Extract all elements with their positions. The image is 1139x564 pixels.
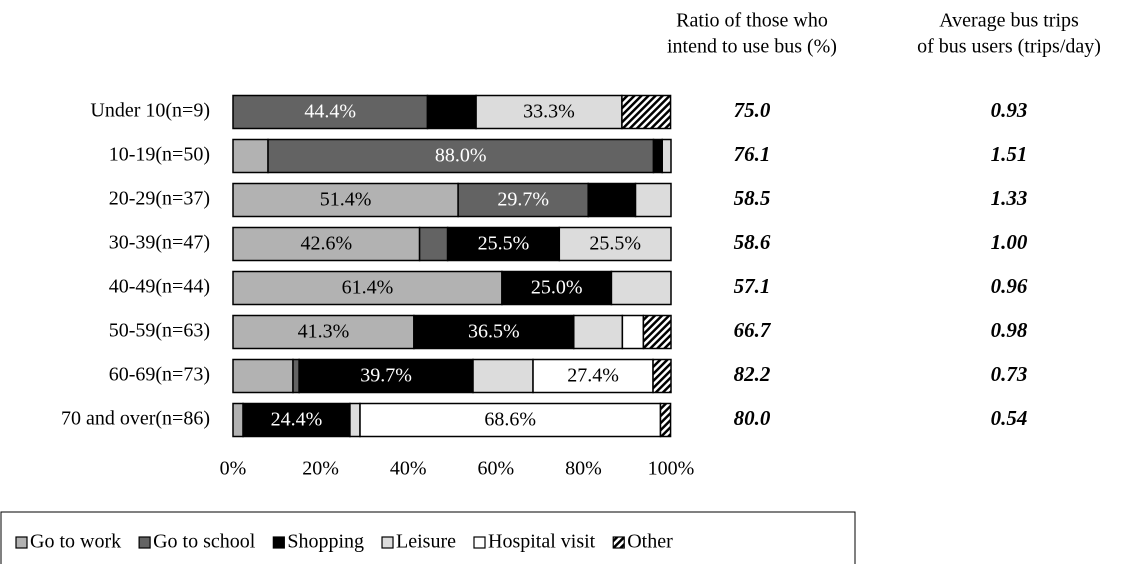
column-value: 1.33 [991,186,1028,210]
legend-swatch [138,536,151,549]
data-label: 27.4% [567,365,619,387]
bar-segment [661,138,672,174]
data-label: 41.3% [298,321,350,343]
y-tick-label: Under 10(n=9) [90,100,210,122]
data-label: 25.5% [478,233,530,255]
column-value: 76.1 [734,142,771,166]
column-value: 82.2 [734,362,771,386]
legend-label: Other [627,531,673,553]
bar-segment [659,402,672,438]
bar-segment [426,94,477,130]
column-value: 58.5 [734,186,771,210]
column-header: intend to use bus (%) [667,36,837,58]
y-tick-label: 10-19(n=50) [109,144,210,166]
data-label: 88.0% [435,145,487,167]
data-label: 25.0% [531,277,583,299]
y-tick-label: 50-59(n=63) [109,320,210,342]
data-label: 51.4% [320,189,372,211]
column-value: 0.54 [991,406,1028,430]
column-value: 0.73 [991,362,1028,386]
x-tick-label: 0% [220,458,247,480]
bar-segment [652,138,663,174]
legend-swatch [15,536,28,549]
bar-segment [532,358,654,394]
bar-segment [267,138,655,174]
y-tick-label: 70 and over(n=86) [61,408,210,430]
legend-label: Shopping [287,531,364,553]
bar-segment [472,358,534,394]
bar-segment [621,94,672,130]
data-label: 42.6% [300,233,352,255]
column-header: Ratio of those who [676,10,828,32]
data-label: 24.4% [271,409,323,431]
bar-segment [621,314,645,350]
bar-segment [232,314,415,350]
x-tick-label: 20% [302,458,339,480]
y-tick-label: 20-29(n=37) [109,188,210,210]
column-value: 58.6 [734,230,771,254]
column-value: 0.98 [991,318,1028,342]
bar-segment [349,402,361,438]
column-value: 80.0 [734,406,771,430]
column-value: 0.93 [991,98,1028,122]
column-value: 0.96 [991,274,1028,298]
data-label: 39.7% [360,365,412,387]
bar-segment [232,138,269,174]
data-label: 25.5% [589,233,641,255]
bar-segment [573,314,624,350]
y-tick-label: 60-69(n=73) [109,364,210,386]
data-label: 68.6% [484,409,536,431]
y-tick-label: 30-39(n=47) [109,232,210,254]
bar-segment [642,314,672,350]
bar-segment [298,358,474,394]
legend-swatch [612,536,625,549]
column-value: 75.0 [734,98,771,122]
legend-box [0,511,856,564]
bar-segment [610,270,672,306]
bar-segment [232,402,244,438]
column-value: 57.1 [734,274,771,298]
data-label: 36.5% [468,321,520,343]
column-value: 1.51 [991,142,1028,166]
bar-segment [634,182,672,218]
x-tick-label: 60% [477,458,514,480]
data-label: 61.4% [342,277,394,299]
column-header: of bus users (trips/day) [917,36,1101,58]
bar-segment [652,358,672,394]
legend-label: Go to school [153,531,256,553]
column-header: Average bus trips [939,10,1079,32]
bar-segment [232,270,503,306]
column-value: 66.7 [734,318,772,342]
bar-segment [587,182,637,218]
bar-segment [501,270,613,306]
column-value: 1.00 [991,230,1028,254]
data-label: 33.3% [523,101,575,123]
bar-segment [558,226,672,262]
y-tick-label: 40-49(n=44) [109,276,210,298]
legend-swatch [473,536,486,549]
bar-segment [242,402,351,438]
bar-segment [232,358,294,394]
bar-segment [418,226,449,262]
legend-swatch [381,536,394,549]
legend-label: Go to work [30,531,121,553]
bar-segment [475,94,623,130]
bar-segment [292,358,300,394]
x-tick-label: 100% [648,458,695,480]
bar-segment [359,402,662,438]
data-label: 44.4% [304,101,356,123]
legend-label: Hospital visit [488,531,596,553]
data-label: 29.7% [497,189,549,211]
x-tick-label: 80% [565,458,602,480]
legend-swatch [272,536,285,549]
x-tick-label: 40% [390,458,427,480]
legend-label: Leisure [396,531,456,553]
